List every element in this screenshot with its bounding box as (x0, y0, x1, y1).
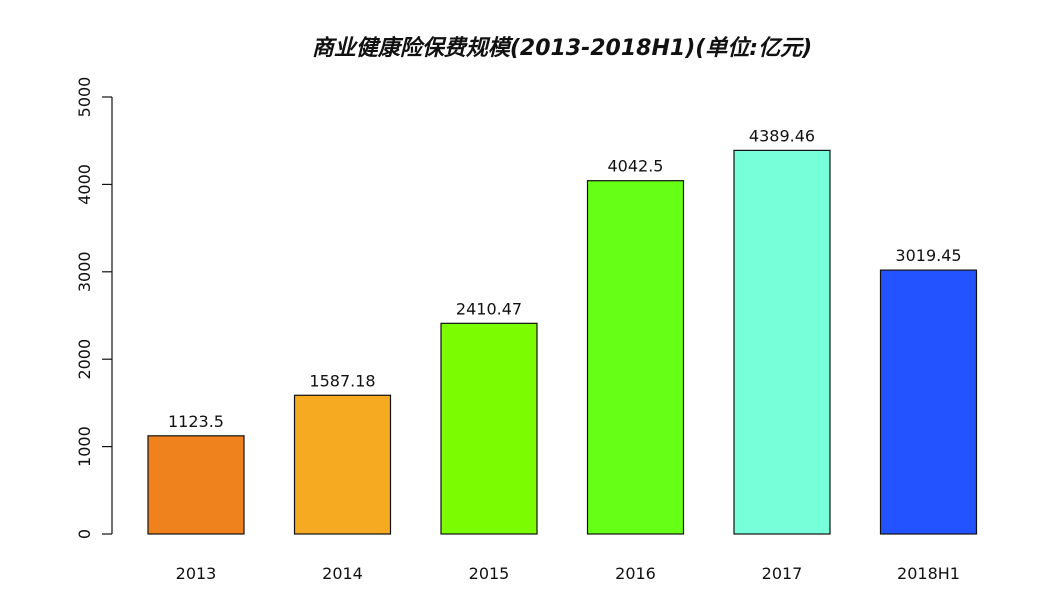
y-tick-label: 2000 (75, 339, 94, 380)
data-label: 1123.5 (168, 412, 224, 431)
y-axis-ticks: 0 1000 2000 3000 4000 5000 (75, 77, 112, 539)
x-tick-label: 2018H1 (897, 564, 960, 583)
x-tick-label: 2015 (469, 564, 510, 583)
x-tick-label: 2014 (322, 564, 363, 583)
y-tick-label: 3000 (75, 251, 94, 292)
bar-2016 (586, 180, 685, 535)
bar-2014 (293, 394, 392, 535)
data-label: 3019.45 (895, 246, 961, 265)
data-label: 1587.18 (309, 371, 375, 390)
bar-2013 (147, 435, 245, 535)
bar-2017 (733, 149, 831, 535)
data-label: 4042.5 (608, 157, 664, 176)
y-tick-label: 5000 (75, 77, 94, 118)
bar-2015 (440, 322, 538, 535)
bars-group: 1123.5 1587.18 2410.47 4042.5 4389.46 3019.45 (147, 126, 978, 535)
y-tick-label: 4000 (75, 164, 94, 205)
x-tick-label: 2013 (176, 564, 217, 583)
bar-2018h1 (879, 269, 978, 535)
x-axis-labels: 2013 2014 2015 2016 2017 2018H1 (176, 564, 960, 583)
chart-title: 商业健康险保费规模(2013-2018H1)(单位:亿元) (312, 35, 812, 61)
x-tick-label: 2016 (615, 564, 656, 583)
x-tick-label: 2017 (762, 564, 803, 583)
y-tick-label: 1000 (75, 426, 94, 467)
y-tick-label: 0 (75, 529, 94, 539)
data-label: 4389.46 (749, 126, 815, 145)
data-label: 2410.47 (456, 299, 522, 318)
